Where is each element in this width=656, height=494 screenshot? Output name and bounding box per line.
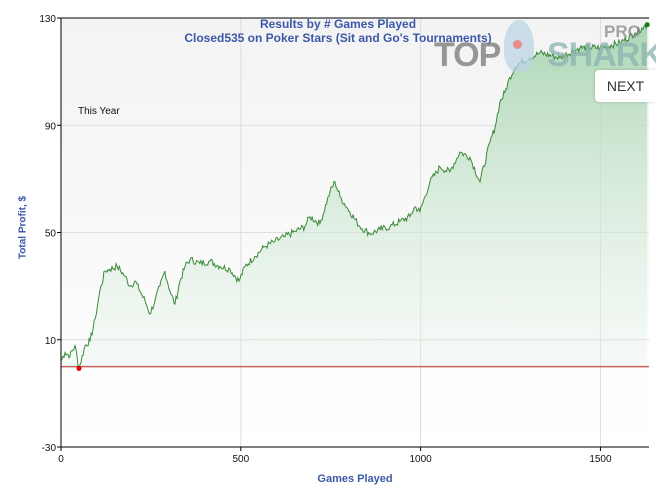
y-tick-label: 130 [39,14,56,25]
x-tick-label: 1000 [410,454,433,465]
profit-area-fill [61,24,648,369]
x-tick-label: 0 [58,454,64,465]
y-tick-label: 50 [45,229,57,240]
x-tick-label: 1500 [589,454,612,465]
x-tick-label: 500 [232,454,249,465]
min-point-marker [76,365,82,371]
chart-title: Results by # Games Played [259,17,417,31]
y-tick-label: -30 [42,443,57,454]
y-tick-label: 10 [45,336,57,347]
y-tick-label: 90 [45,121,57,132]
profit-line [60,24,648,371]
x-axis-label: Games Played [317,473,393,485]
next-button[interactable]: NEXT [595,70,656,102]
chart-subtitle: Closed535 on Poker Stars (Sit and Go's T… [184,31,492,45]
period-label: This Year [78,106,120,117]
max-point-marker [644,22,650,28]
y-axis-label: Total Profit, $ [17,195,29,260]
